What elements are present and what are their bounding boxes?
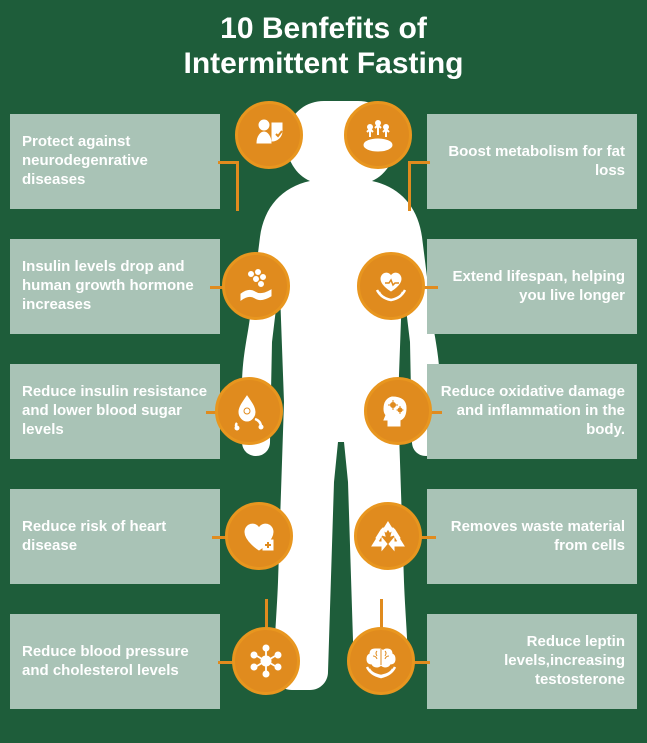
benefit-text: Protect against neurodegenrative disease… <box>22 133 208 189</box>
benefit-text: Extend lifespan, helping you live longer <box>439 268 625 306</box>
page-title: 10 Benfefits ofIntermittent Fasting <box>0 0 647 99</box>
benefit-text: Reduce blood pressure and cholesterol le… <box>22 643 208 681</box>
benefit-box-5-right: Reduce leptin levels,increasing testoste… <box>427 614 637 709</box>
benefit-text: Boost metabolism for fat loss <box>439 143 625 181</box>
connector <box>236 161 239 211</box>
benefit-text: Reduce insulin resistance and lower bloo… <box>22 383 208 439</box>
benefit-text: Removes waste material from cells <box>439 518 625 556</box>
benefit-box-3-left: Reduce insulin resistance and lower bloo… <box>10 364 220 459</box>
hands-brain-icon <box>347 627 415 695</box>
molecule-icon <box>232 627 300 695</box>
benefit-text: Insulin levels drop and human growth hor… <box>22 258 208 314</box>
benefit-box-2-right: Extend lifespan, helping you live longer <box>427 239 637 334</box>
person-up-icon <box>344 101 412 169</box>
benefit-box-2-left: Insulin levels drop and human growth hor… <box>10 239 220 334</box>
hand-dots-icon <box>222 252 290 320</box>
connector <box>218 161 238 164</box>
recycle-icon <box>354 502 422 570</box>
infographic-content: Protect against neurodegenrative disease… <box>0 99 647 739</box>
connector <box>410 161 430 164</box>
hands-heart-icon <box>357 252 425 320</box>
benefit-box-1-right: Boost metabolism for fat loss <box>427 114 637 209</box>
heart-plus-icon <box>225 502 293 570</box>
benefit-box-5-left: Reduce blood pressure and cholesterol le… <box>10 614 220 709</box>
blood-drop-icon <box>215 377 283 445</box>
benefit-text: Reduce risk of heart disease <box>22 518 208 556</box>
connector <box>408 161 411 211</box>
shield-person-icon <box>235 101 303 169</box>
benefit-text: Reduce leptin levels,increasing testoste… <box>439 633 625 689</box>
benefit-box-3-right: Reduce oxidative damage and inflammation… <box>427 364 637 459</box>
head-gears-icon <box>364 377 432 445</box>
benefit-box-4-left: Reduce risk of heart disease <box>10 489 220 584</box>
benefit-box-1-left: Protect against neurodegenrative disease… <box>10 114 220 209</box>
benefit-text: Reduce oxidative damage and inflammation… <box>439 383 625 439</box>
benefit-box-4-right: Removes waste material from cells <box>427 489 637 584</box>
